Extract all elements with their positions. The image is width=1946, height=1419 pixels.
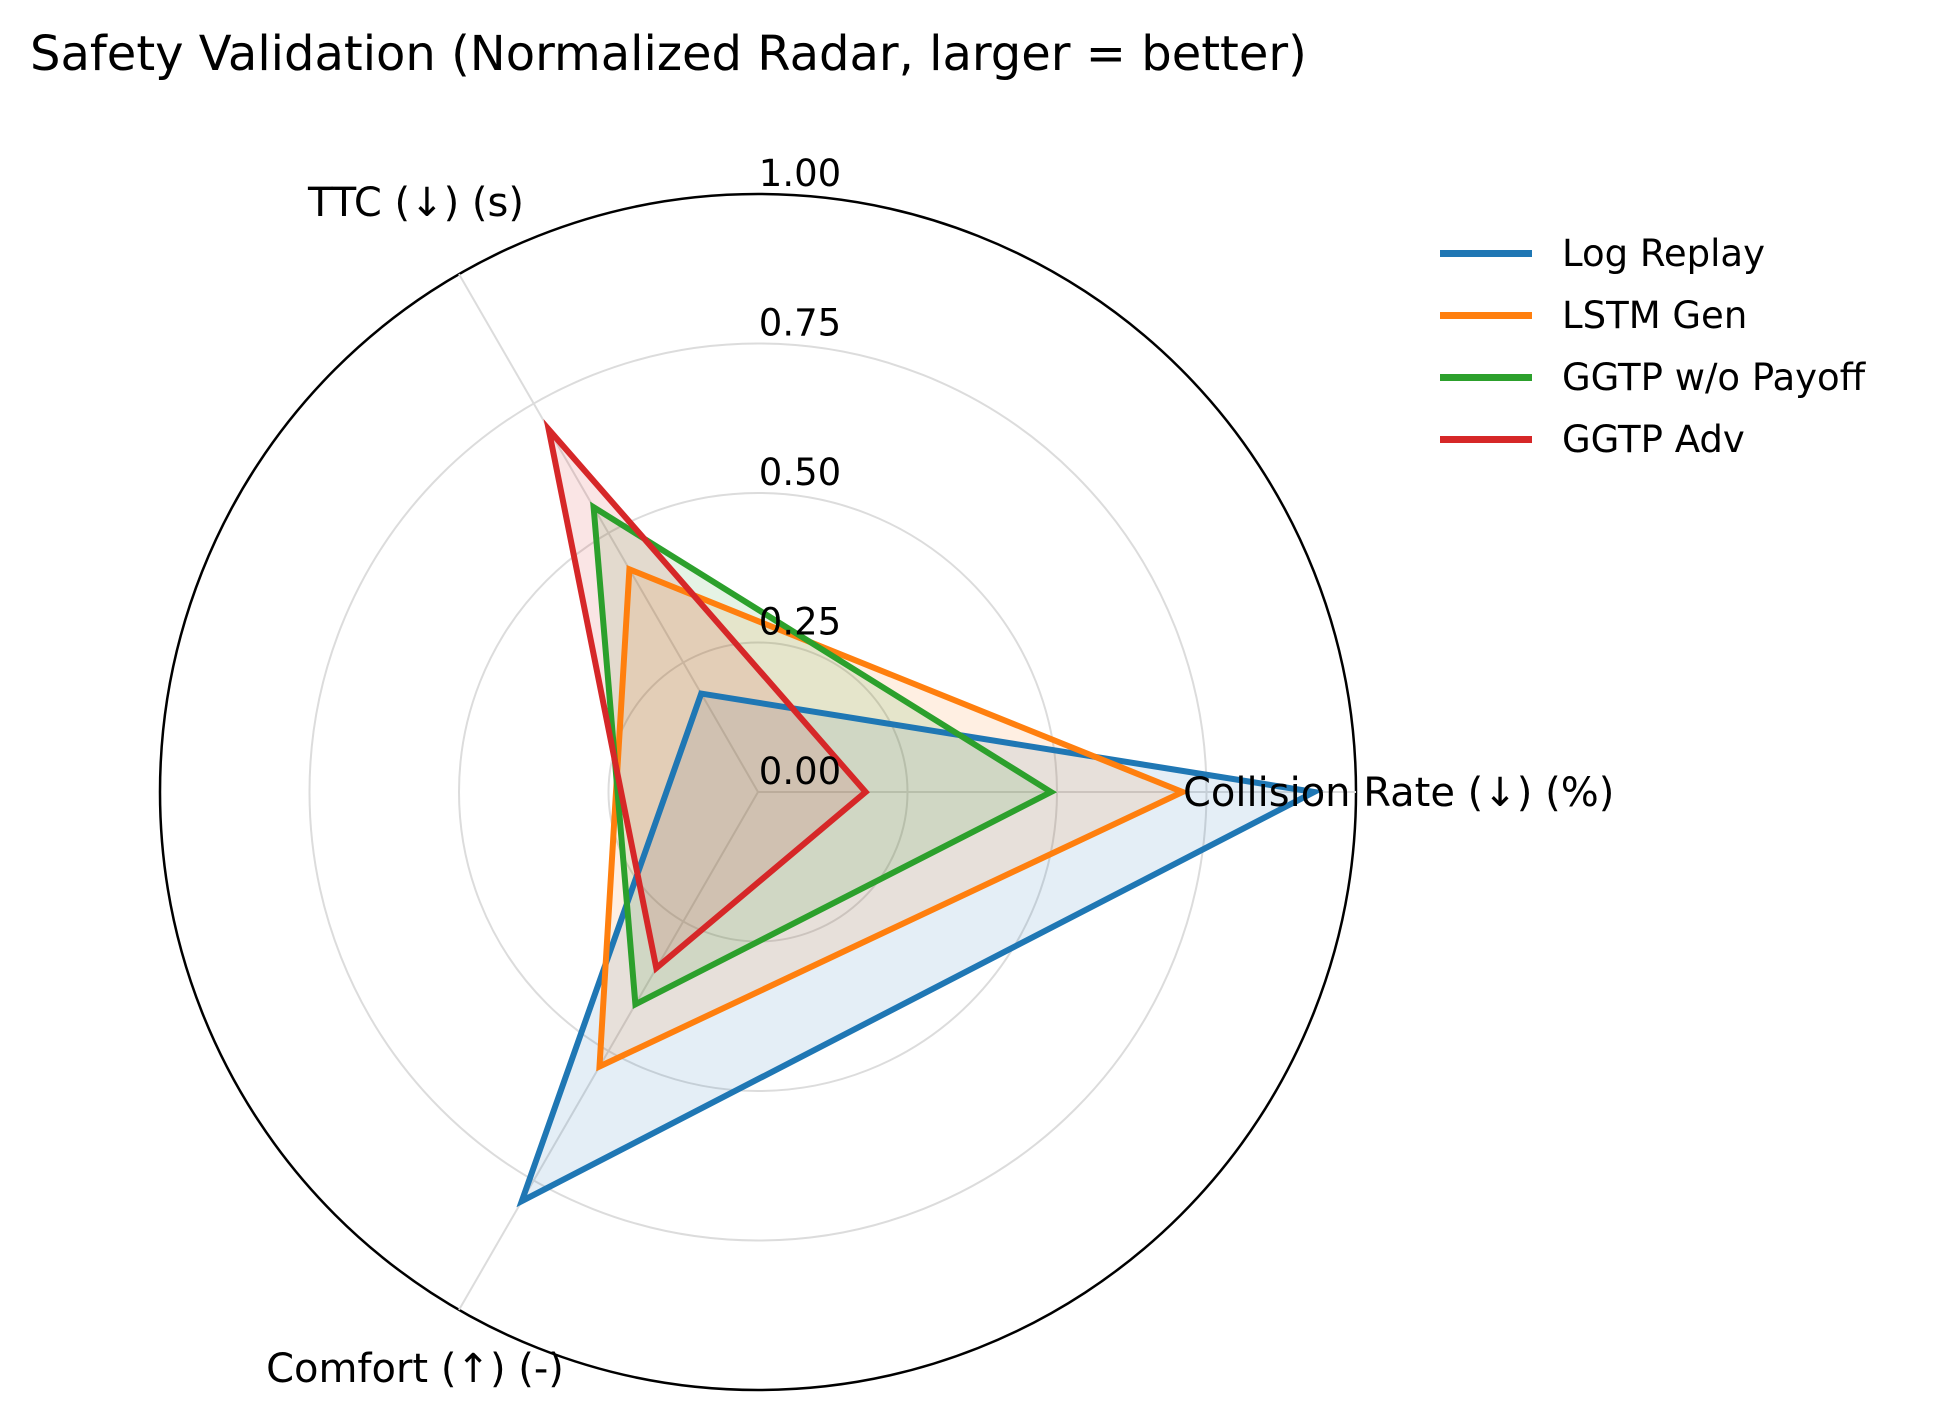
radar-series	[516, 419, 1324, 1208]
legend-swatch	[1440, 373, 1532, 381]
radar-tick-label: 0.00	[759, 750, 841, 793]
legend-swatch	[1440, 249, 1532, 257]
radar-tick-label: 1.00	[759, 152, 841, 195]
radar-tick-label: 0.25	[759, 601, 841, 644]
series-fill	[548, 429, 866, 969]
series-fill	[599, 569, 1183, 1067]
series-line	[596, 564, 1191, 1072]
radar-tick-label: 0.75	[759, 302, 841, 345]
legend-label: Log Replay	[1562, 231, 1765, 275]
legend-item: GGTP Adv	[1440, 408, 1865, 470]
legend-item: GGTP w/o Payoff	[1440, 346, 1865, 408]
radar-axis-labels: Collision Rate (↓) (%) TTC (↓) (s) Comfort…	[266, 180, 1614, 1392]
legend-label: GGTP w/o Payoff	[1562, 355, 1866, 399]
series-fill	[593, 507, 1051, 1005]
radar-tick-labels: 0.00 0.25 0.50 0.75 1.00	[759, 152, 841, 793]
radar-axis-label: Comfort (↑) (-)	[266, 1346, 564, 1392]
legend-item: Log Replay	[1440, 222, 1865, 284]
legend: Log Replay LSTM Gen GGTP w/o Payoff GGTP Ad…	[1440, 222, 1865, 470]
radar-spoke	[458, 791, 759, 1311]
legend-label: GGTP Adv	[1562, 417, 1745, 461]
radar-spoke	[458, 273, 759, 793]
radar-axis-label: Collision Rate (↓) (%)	[1183, 770, 1614, 816]
radar-axis-label: TTC (↓) (s)	[307, 180, 524, 226]
legend-swatch	[1440, 311, 1532, 319]
chart-title: Safety Validation (Normalized Radar, lar…	[30, 26, 1307, 82]
radar-grid	[158, 192, 1358, 1392]
legend-item: LSTM Gen	[1440, 284, 1865, 346]
series-line	[516, 690, 1324, 1208]
radar-tick-label: 0.50	[759, 451, 841, 494]
series-line	[543, 419, 870, 974]
legend-label: LSTM Gen	[1562, 293, 1748, 337]
legend-swatch	[1440, 435, 1532, 443]
